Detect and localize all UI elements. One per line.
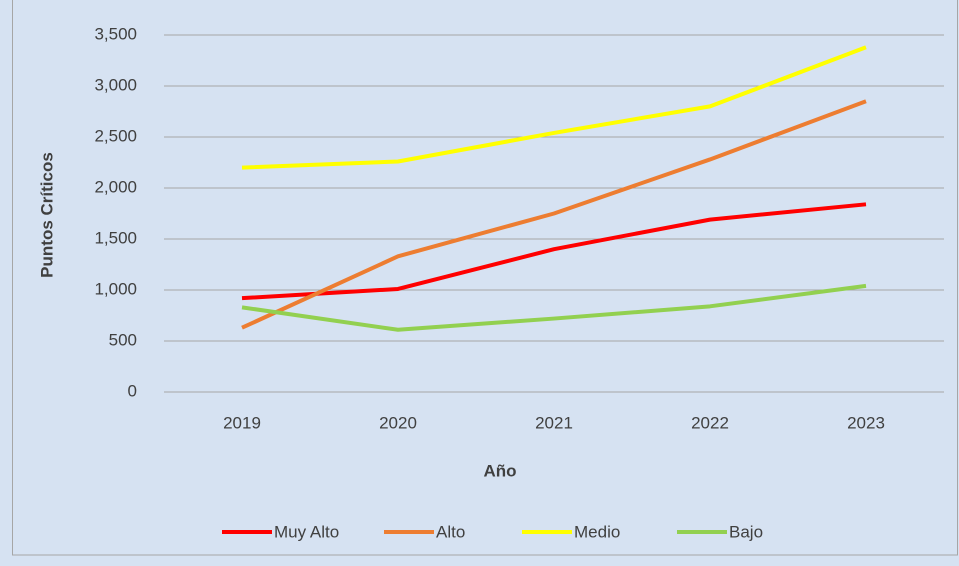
y-tick-label: 1,000 [94, 279, 137, 298]
y-tick-label: 500 [109, 330, 137, 349]
line-series [241, 45, 867, 170]
y-tick-label: 3,000 [94, 75, 137, 94]
x-tick-label: 2021 [535, 413, 573, 432]
y-tick-label: 0 [128, 381, 137, 400]
y-tick-label: 3,500 [94, 24, 137, 43]
line-series [241, 283, 867, 332]
x-tick-label: 2020 [379, 413, 417, 432]
y-axis-label: Puntos Críticos [37, 152, 56, 278]
chart-frame [12, 0, 958, 556]
x-axis-label: Año [483, 461, 516, 480]
legend-label: Bajo [729, 522, 763, 541]
y-tick-label: 2,000 [94, 177, 137, 196]
legend-label: Muy Alto [274, 522, 339, 541]
line-series [241, 202, 867, 301]
y-tick-label: 2,500 [94, 126, 137, 145]
legend-label: Alto [436, 522, 465, 541]
x-tick-label: 2023 [847, 413, 885, 432]
x-tick-label: 2019 [223, 413, 261, 432]
y-tick-label: 1,500 [94, 228, 137, 247]
legend-label: Medio [574, 522, 620, 541]
x-tick-label: 2022 [691, 413, 729, 432]
line-series [241, 99, 867, 330]
